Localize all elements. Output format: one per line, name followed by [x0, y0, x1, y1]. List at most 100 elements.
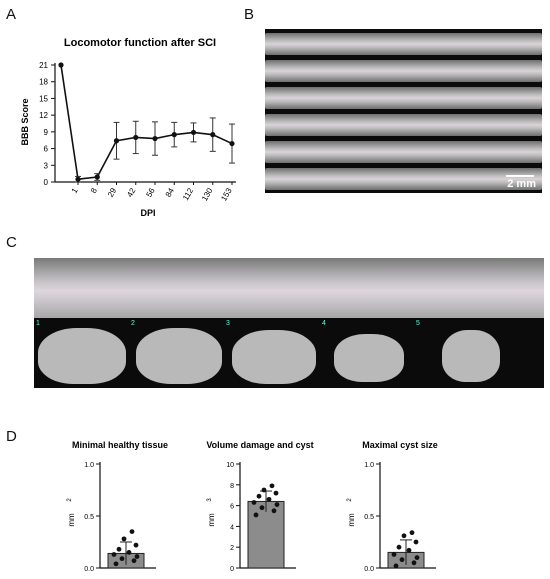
y-tick-label: 0: [44, 178, 49, 187]
y-tick-label: 18: [39, 78, 48, 87]
data-point: [131, 558, 137, 564]
data-point: [111, 552, 117, 557]
cross-section: [442, 330, 500, 382]
data-point: [413, 539, 419, 545]
panel-letter-b: B: [244, 6, 255, 23]
data-point: [261, 487, 267, 493]
chart-title: Locomotor function after SCI: [64, 37, 216, 49]
y-tick-label: 0: [230, 566, 234, 573]
y-axis-label: BBB Score: [20, 98, 30, 145]
data-point: [256, 493, 262, 499]
data-point: [409, 530, 415, 536]
data-point: [190, 129, 197, 136]
cord-strip: [265, 141, 542, 163]
y-axis-label-superscript: 2: [67, 498, 73, 502]
data-point: [94, 174, 100, 180]
data-point: [411, 560, 417, 566]
data-point: [396, 544, 402, 550]
cross-section: [38, 328, 126, 384]
cross-section: [136, 328, 222, 384]
data-point: [133, 542, 139, 548]
chart-title: Maximal cyst size: [362, 440, 438, 450]
cord-strip: [265, 168, 542, 190]
bar: [247, 500, 285, 569]
bar-chart-maximal-cyst-size: Maximal cyst size mm 2 0.0 0.5 1.0: [347, 440, 438, 573]
data-point: [129, 529, 135, 534]
y-tick-label: 3: [44, 161, 49, 170]
cord-strip: [265, 60, 542, 82]
series-line: [60, 64, 233, 181]
data-point: [113, 138, 120, 144]
y-tick-label: 0.5: [364, 514, 374, 521]
y-tick-label: 6: [44, 145, 49, 154]
y-axis-label-superscript: 3: [207, 498, 213, 502]
data-point: [133, 134, 139, 141]
x-tick-label: 29: [106, 186, 119, 199]
x-tick-label: 153: [219, 186, 234, 203]
scale-bar-label: 2 mm: [507, 178, 536, 190]
data-point: [229, 140, 235, 147]
y-tick-label: 0.0: [84, 566, 94, 573]
data-point: [414, 555, 420, 560]
y-tick-label: 1.0: [364, 462, 374, 469]
x-tick-label: 56: [144, 186, 157, 199]
data-point: [274, 502, 280, 507]
chart-title: Volume damage and cyst: [206, 440, 313, 450]
y-axis-label: mm: [67, 513, 76, 527]
panel-letter-c: C: [6, 234, 17, 251]
x-tick-label: 112: [181, 186, 195, 202]
y-tick-label: 8: [230, 483, 234, 490]
data-point: [273, 490, 279, 496]
x-tick-label: 84: [164, 186, 177, 199]
data-point: [58, 62, 64, 68]
cord-strip: [265, 33, 542, 55]
panel-letter-a: A: [6, 6, 17, 23]
data-point: [259, 505, 265, 511]
data-point: [121, 536, 127, 542]
data-point: [134, 554, 140, 559]
scale-bar: [506, 175, 534, 177]
x-tick-label: 8: [89, 186, 99, 195]
y-tick-label: 6: [230, 504, 234, 511]
data-point: [126, 550, 132, 555]
y-tick-label: 1.0: [84, 462, 94, 469]
longitudinal-section: [34, 258, 544, 318]
data-point: [210, 132, 216, 138]
data-point: [406, 547, 412, 553]
spinal-cord-section-images: 1 2 3 4 5: [34, 258, 544, 388]
data-point: [152, 135, 158, 142]
y-tick-label: 9: [44, 128, 49, 137]
data-point: [269, 483, 275, 489]
data-point: [271, 508, 277, 514]
line-chart-bbb: Locomotor function after SCI BBB Score D…: [20, 37, 236, 218]
y-axis-label: mm: [347, 513, 356, 527]
data-point: [75, 176, 81, 182]
data-point: [391, 552, 397, 557]
data-point: [401, 533, 407, 539]
data-point: [393, 563, 399, 569]
section-marker: 1: [36, 320, 40, 327]
section-marker: 3: [226, 320, 230, 327]
y-axis-label-superscript: 2: [347, 498, 353, 502]
chart-title: Minimal healthy tissue: [72, 440, 168, 450]
section-marker: 5: [416, 320, 420, 327]
panel-letter-d: D: [6, 428, 17, 445]
data-point: [399, 557, 405, 563]
data-point: [251, 500, 257, 505]
y-tick-label: 2: [230, 545, 234, 552]
y-tick-label: 10: [226, 462, 234, 469]
y-tick-label: 0.5: [84, 514, 94, 521]
section-marker: 2: [131, 320, 135, 327]
cross-section: [334, 334, 404, 382]
y-tick-label: 0.0: [364, 566, 374, 573]
data-point: [119, 556, 125, 562]
x-tick-label: 42: [125, 186, 138, 199]
x-tick-label: 130: [200, 186, 215, 203]
x-tick-label: 1: [70, 186, 80, 195]
data-point: [266, 496, 272, 502]
y-tick-label: 4: [230, 524, 234, 531]
y-axis-label: mm: [207, 513, 216, 527]
bar-chart-minimal-healthy-tissue: Minimal healthy tissue mm 2 0.0 0.5 1.0: [67, 440, 168, 573]
data-point: [253, 512, 259, 518]
y-tick-label: 12: [39, 111, 48, 120]
